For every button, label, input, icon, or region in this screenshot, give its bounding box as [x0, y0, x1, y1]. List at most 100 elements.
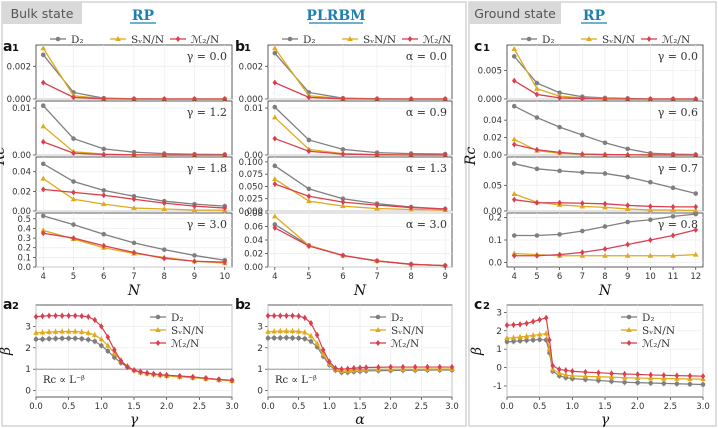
- a2-point-M2: [46, 312, 52, 319]
- c1-point-M2: [511, 252, 517, 259]
- bulk-state-tag-bg: [2, 2, 82, 24]
- a1-legend-label-M2: ℳ₂/N: [191, 34, 219, 46]
- a2-point-SvN: [78, 328, 85, 334]
- b1-legend-label-M2: ℳ₂/N: [423, 34, 451, 46]
- a1-xtick-label: 6: [101, 272, 106, 282]
- b1-series-line-M2: [274, 183, 446, 210]
- c2-legend-marker-SvN: [626, 327, 632, 332]
- c1-point-M2: [693, 226, 699, 233]
- b1-series-line-D2: [274, 106, 446, 155]
- a1-point-M2: [161, 255, 167, 262]
- c2-xtick-label: 0.5: [533, 402, 547, 412]
- a1-point-SvN: [191, 207, 198, 213]
- a2-point-M2: [157, 371, 163, 378]
- a2-point-M2: [40, 313, 45, 320]
- c1-xtick-label: 5: [534, 272, 539, 282]
- b2-ytick-label: 2: [257, 344, 263, 354]
- c1-point-SvN: [624, 205, 631, 211]
- a1-subplot-1: 0.00 0.01 γ = 1.2: [12, 100, 233, 161]
- c1-param-label: γ = 0.0: [658, 50, 698, 63]
- b1-series-line-M2: [274, 227, 446, 267]
- b1-point-M2: [340, 199, 346, 206]
- b1-point-M2: [408, 152, 414, 158]
- b2-xtick-label: 2.0: [384, 402, 398, 412]
- a2-point-SvN: [46, 328, 52, 334]
- c2-point-M2: [635, 371, 640, 378]
- b1-legend-marker-SvN: [347, 36, 353, 41]
- b1-panel-letter: b: [235, 39, 245, 55]
- bulk-state-tag: Bulk state: [11, 6, 74, 21]
- b1-point-M2: [306, 94, 312, 101]
- b2-point-M2: [400, 364, 406, 371]
- c2-point-SvN: [510, 334, 517, 340]
- b2-point-M2: [376, 364, 381, 371]
- a1-point-M2: [192, 152, 197, 158]
- c1-point-D2: [670, 214, 676, 219]
- a2-point-M2: [79, 313, 85, 320]
- c1-point-D2: [511, 233, 517, 238]
- b1-ytick-label: 0.075: [239, 170, 263, 180]
- c1-point-M2: [670, 232, 676, 239]
- b1-point-D2: [272, 222, 278, 227]
- b2-point-M2: [412, 364, 418, 371]
- c1-ytick-label: 0.0: [488, 259, 502, 269]
- b1-legend-label-SvN: SᵥN/N: [363, 34, 396, 46]
- b1-point-D2: [340, 147, 346, 152]
- c1-point-SvN: [602, 204, 608, 210]
- a1-point-D2: [101, 188, 107, 193]
- c2-legend-label-M2: ℳ₂/N: [642, 338, 670, 350]
- c2-point-D2: [700, 382, 706, 387]
- bulk-frame: [1, 1, 467, 427]
- b2-point-SvN: [295, 328, 302, 334]
- b2-point-SvN: [283, 328, 290, 334]
- a2-point-SvN: [52, 328, 59, 334]
- b1-point-M2: [272, 224, 278, 231]
- c1-point-M2: [534, 252, 540, 259]
- c1-point-D2: [670, 185, 676, 191]
- c1-point-SvN: [602, 252, 608, 258]
- c1-point-M2: [511, 196, 517, 203]
- c2-point-M2: [547, 336, 552, 343]
- a2-point-M2: [112, 346, 117, 353]
- c1-point-M2: [625, 151, 630, 158]
- c2-ytick-label: 3: [496, 308, 502, 318]
- a1-point-M2: [131, 151, 137, 158]
- c1-point-M2: [670, 203, 676, 210]
- a1-point-D2: [40, 52, 46, 58]
- c1-point-M2: [625, 96, 630, 102]
- b1-point-M2: [408, 204, 414, 211]
- a1-point-D2: [40, 161, 46, 167]
- b2-ytick-label: 1: [257, 365, 263, 375]
- b2-point-M2: [437, 364, 443, 371]
- b1-point-M2: [374, 257, 380, 264]
- b1-point-M2: [306, 243, 312, 250]
- c1-point-M2: [580, 151, 585, 158]
- b2-point-M2: [290, 312, 295, 319]
- b2-point-D2: [290, 335, 295, 341]
- c2-point-M2: [674, 372, 680, 379]
- b1-point-M2: [442, 206, 448, 213]
- a1-legend-label-SvN: SᵥN/N: [131, 34, 164, 46]
- a2-point-M2: [138, 368, 143, 375]
- b1-point-M2: [408, 96, 414, 102]
- a1-point-M2: [161, 152, 167, 158]
- c2-point-D2: [661, 381, 667, 386]
- c1-point-M2: [670, 152, 676, 158]
- b2-point-M2: [333, 365, 338, 372]
- c2-point-SvN: [621, 374, 628, 380]
- a1-point-D2: [131, 240, 137, 246]
- c1-point-D2: [557, 168, 562, 174]
- a1-point-D2: [71, 222, 76, 227]
- b1-ytick-label: 0.050: [239, 182, 263, 192]
- a1-point-D2: [40, 103, 46, 108]
- c1-ytick-label: 0.1: [488, 236, 502, 246]
- b1-xtick-label: 7: [374, 272, 379, 282]
- b1-subplot-frame: [267, 100, 453, 156]
- a2-point-D2: [40, 336, 45, 342]
- b1-ytick-label: 0.002: [239, 62, 263, 72]
- b1-panel-number: 1: [244, 43, 251, 54]
- c1-ytick-label: 0.000: [478, 95, 502, 105]
- c1-point-M2: [602, 246, 608, 252]
- b1-point-M2: [374, 96, 380, 102]
